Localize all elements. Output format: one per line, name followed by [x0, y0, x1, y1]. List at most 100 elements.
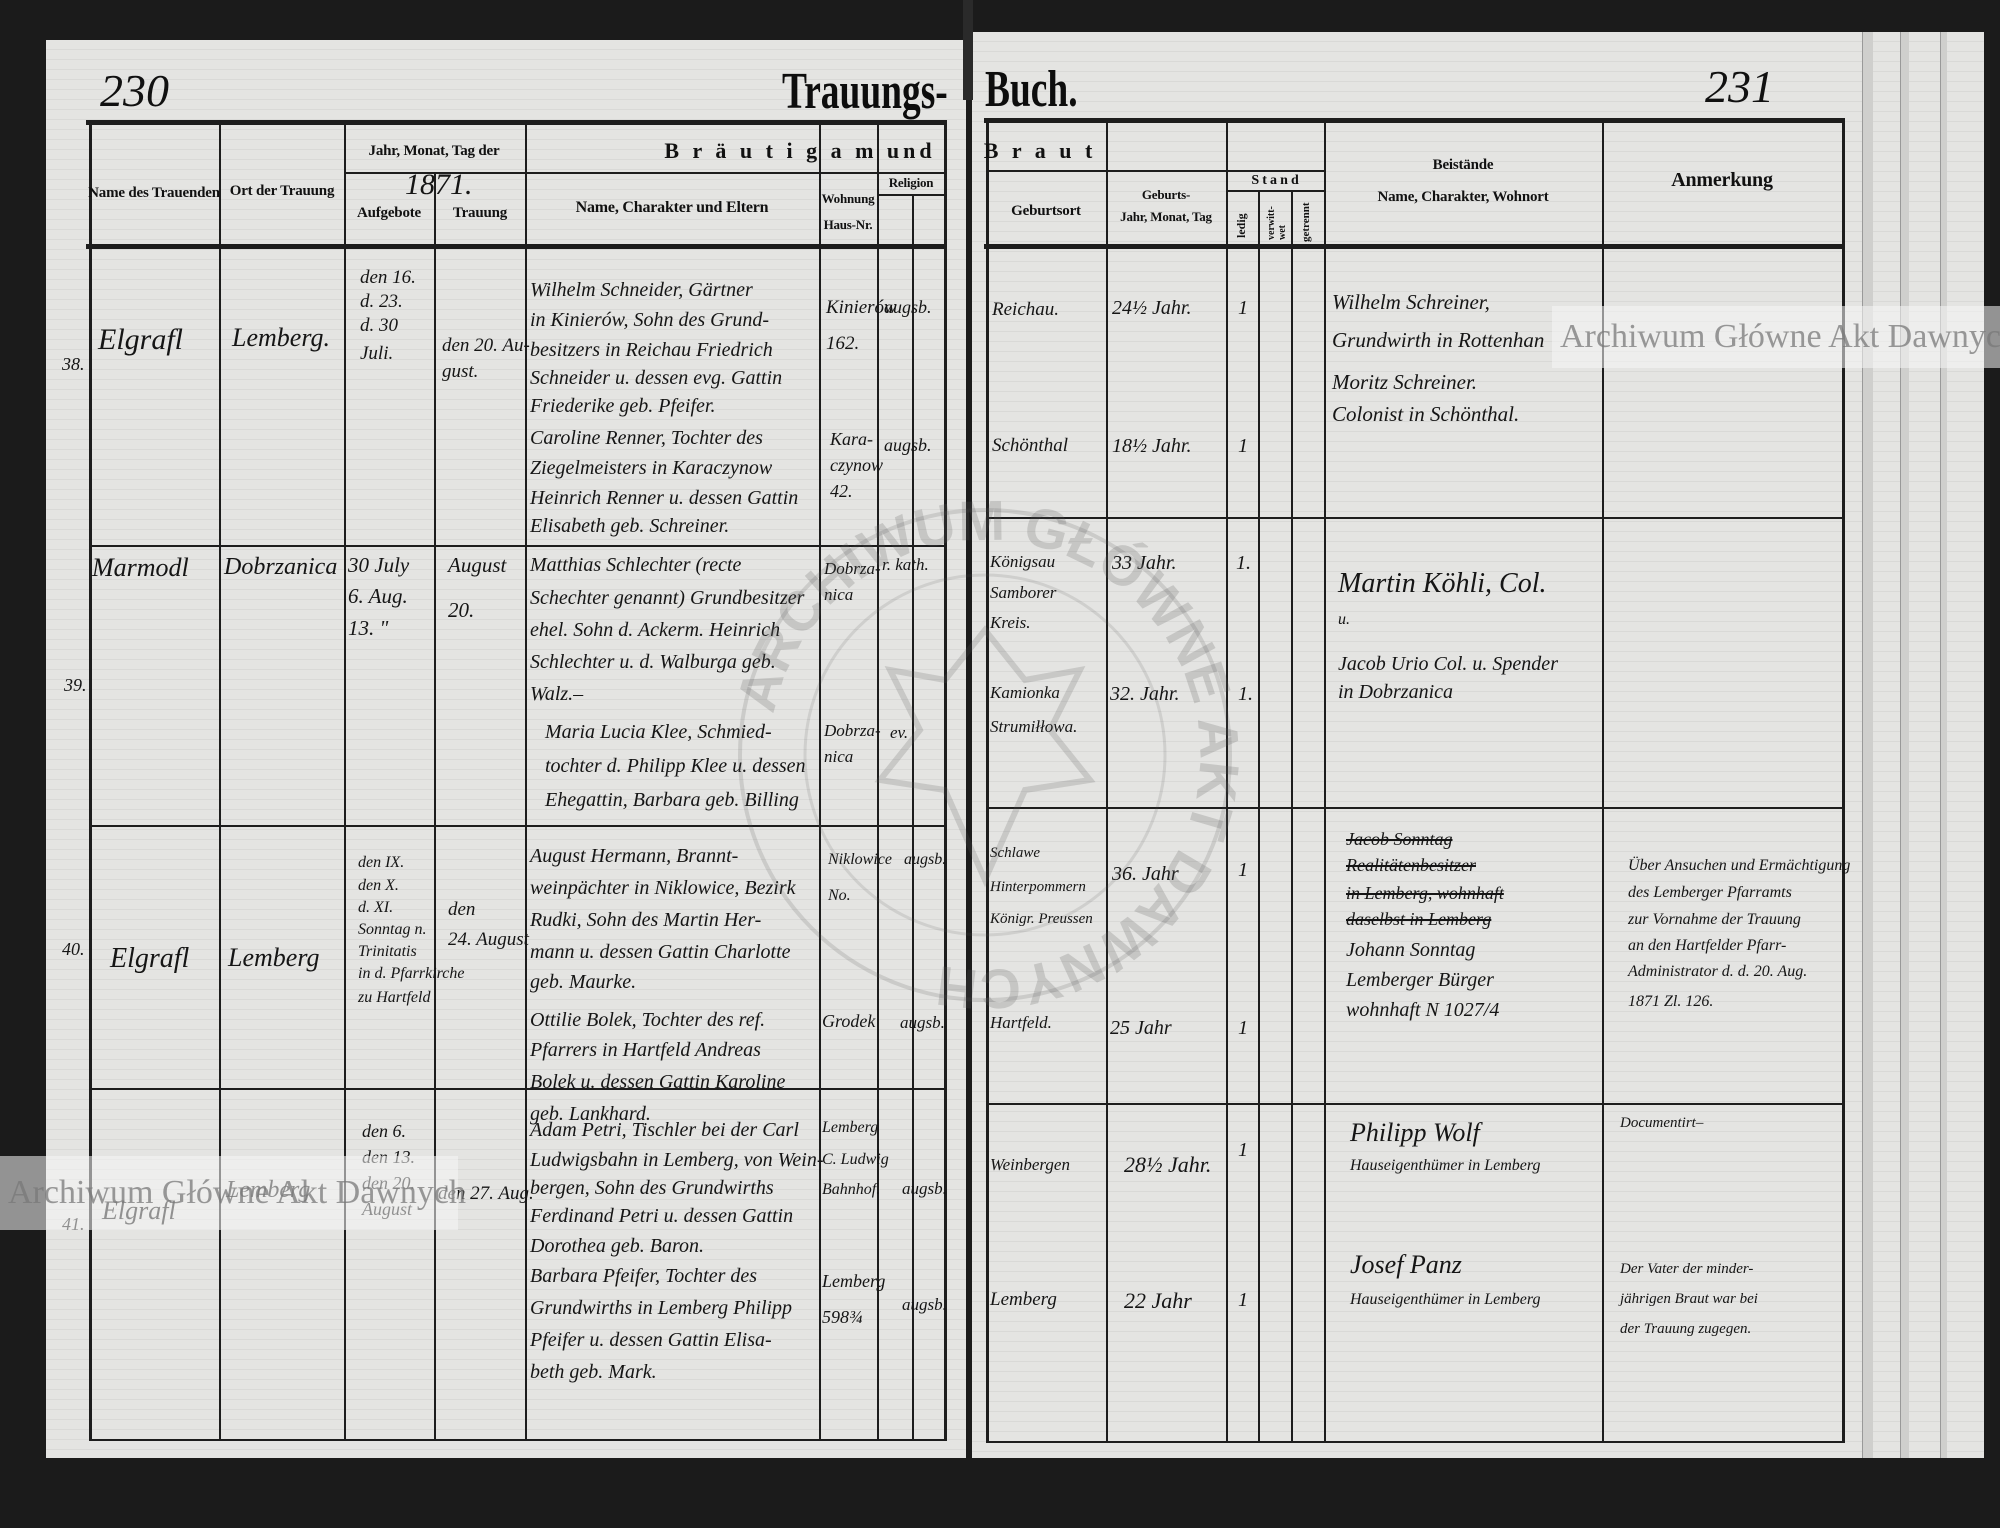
groom-details: in Kinierów, Sohn des Grund- — [530, 309, 770, 331]
witness-text: Lemberger Bürger — [1346, 969, 1494, 991]
bride-details: Pfarrers in Hartfeld Andreas — [530, 1039, 761, 1061]
column-rule — [877, 120, 879, 1441]
header-birth: Geburts- — [1141, 187, 1191, 202]
page-number-right: 231 — [1705, 61, 1774, 112]
bride-age: 22 Jahr — [1124, 1288, 1192, 1313]
officiant-name: Elgrafl — [110, 943, 190, 974]
groom-details: Matthias Schlechter (recte — [530, 554, 742, 576]
groom-details: Schechter genannt) Grundbesitzer — [530, 587, 805, 609]
remark-text: Über Ansuchen und Ermächtigung — [1628, 857, 1851, 874]
groom-residence: Dobrza- — [824, 559, 881, 578]
header-house-no: Haus-Nr. — [823, 217, 873, 232]
groom-religion: augsb. — [884, 297, 932, 317]
page-edge — [1900, 32, 1909, 1458]
wedding-date: den 20. Au- — [442, 335, 530, 356]
groom-age: 36. Jahr — [1112, 863, 1179, 885]
groom-religion: augsb. — [904, 851, 947, 868]
row-rule — [89, 825, 944, 827]
groom-age: 24½ Jahr. — [1112, 297, 1192, 319]
wedding-place: Lemberg. — [232, 323, 330, 352]
header-separated: getrennt — [1300, 202, 1312, 242]
bride-details: geb. Lankhard. — [530, 1103, 651, 1125]
witness-text: Hauseigenthümer in Lemberg — [1350, 1291, 1541, 1308]
bride-age: 32. Jahr. — [1110, 683, 1180, 705]
groom-residence: Bahnhof. — [822, 1181, 881, 1198]
row-rule — [86, 244, 946, 249]
row-rule — [986, 517, 1842, 519]
title-left: Trauungs- — [782, 63, 948, 120]
entry-number: 39. — [64, 675, 87, 695]
groom-birthplace: Hinterpommern — [990, 879, 1086, 895]
column-rule — [1602, 118, 1604, 1443]
page-edge — [1862, 32, 1873, 1458]
bride-birthplace: Kamionka — [990, 683, 1060, 702]
bride-residence: 42. — [830, 481, 853, 501]
bride-residence: 598¾ — [822, 1307, 863, 1327]
column-rule — [89, 120, 92, 1441]
header-bride-group: B r a u t — [983, 138, 1097, 163]
witness-struck-text: Jacob Sonntag — [1346, 829, 1453, 849]
groom-details: bergen, Sohn des Grundwirths — [530, 1177, 774, 1199]
watermark-right: Archiwum Główne Akt Dawnych — [1552, 306, 2000, 368]
banns-dates: Juli. — [360, 343, 394, 364]
header-banns: Aufgebote — [356, 205, 422, 221]
groom-age: 28½ Jahr. — [1124, 1152, 1212, 1177]
row-rule — [525, 172, 946, 174]
bride-residence: Kara- — [830, 429, 874, 449]
groom-birthplace: Weinbergen — [990, 1155, 1070, 1174]
header-year: 1871. — [405, 168, 473, 201]
remark-text: der Trauung zugegen. — [1620, 1321, 1752, 1337]
row-rule — [89, 1439, 944, 1441]
groom-birthplace: Schlawe — [990, 845, 1040, 861]
binding-gutter — [963, 0, 973, 100]
page-edge — [1940, 32, 1947, 1458]
groom-residence: C. Ludwig — [822, 1151, 889, 1168]
bride-details: Maria Lucia Klee, Schmied- — [545, 721, 772, 743]
wedding-date: den — [448, 899, 476, 920]
wedding-place: Dobrzanica — [224, 554, 338, 580]
column-rule — [944, 120, 947, 1441]
witness-text: Jacob Urio Col. u. Spender — [1338, 653, 1558, 675]
row-rule — [986, 170, 1324, 172]
header-residence: Wohnung — [821, 191, 875, 206]
groom-residence: No. — [828, 887, 851, 904]
row-rule — [877, 194, 946, 196]
remark-text: Documentirt– — [1620, 1115, 1704, 1131]
witness-text: Grundwirth in Rottenhan — [1332, 328, 1545, 352]
witness-text: Hauseigenthümer in Lemberg — [1350, 1157, 1541, 1174]
remark-text: jährigen Braut war bei — [1620, 1291, 1758, 1307]
remark-text: des Lemberger Pfarramts — [1628, 884, 1792, 901]
banns-dates: 30 July — [348, 553, 410, 577]
entry-number: 40. — [62, 939, 85, 959]
bride-age: 18½ Jahr. — [1112, 435, 1192, 457]
groom-details: Walz.– — [530, 683, 584, 705]
groom-details: Wilhelm Schneider, Gärtner — [530, 279, 753, 301]
groom-details: besitzers in Reichau Friedrich — [530, 339, 773, 361]
groom-status-single: 1 — [1238, 297, 1248, 319]
bride-birthplace: Hartfeld. — [990, 1013, 1052, 1032]
column-rule — [1324, 118, 1326, 1443]
bride-birthplace: Lemberg — [990, 1289, 1057, 1310]
stamp-text: ARCHIWUM GŁÓWNE AKT DAWNYCH — [724, 490, 1250, 1020]
groom-details: Ludwigsbahn in Lemberg, von Wein- — [530, 1149, 824, 1171]
witness-text: in Dobrzanica — [1338, 681, 1453, 703]
entry-number: 38. — [62, 354, 85, 374]
remark-text: zur Vornahme der Trauung — [1628, 911, 1801, 928]
remark-text: Der Vater der minder- — [1620, 1261, 1754, 1277]
bride-birthplace: Strumiłłowa. — [990, 717, 1078, 736]
row-rule — [1226, 190, 1324, 192]
witness-text: Moritz Schreiner. — [1332, 370, 1478, 394]
groom-residence: Kinierów — [826, 297, 897, 318]
wedding-date: 20. — [448, 598, 475, 622]
banns-dates: den 16. — [360, 267, 416, 288]
banns-dates: zu Hartfeld — [358, 989, 431, 1006]
remark-text: an den Hartfelder Pfarr- — [1628, 937, 1787, 954]
bride-details: tochter d. Philipp Klee u. dessen — [545, 755, 806, 777]
bride-status-single: 1 — [1238, 435, 1248, 457]
banns-dates: den IX. — [358, 854, 405, 871]
groom-details: ehel. Sohn d. Ackerm. Heinrich — [530, 619, 781, 641]
row-rule — [984, 118, 1845, 123]
groom-religion: r. kath. — [882, 555, 929, 574]
officiant-name: Marmodl — [92, 553, 189, 582]
header-witnesses: Beistände — [1432, 157, 1494, 173]
